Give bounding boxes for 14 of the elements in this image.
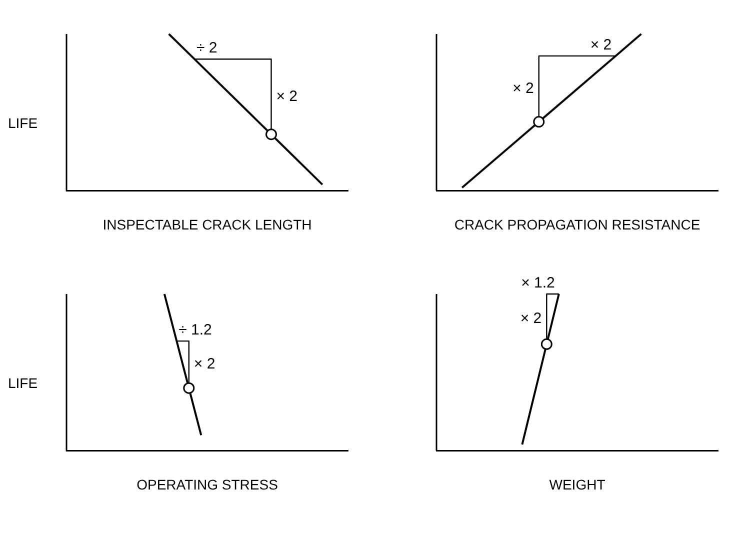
annotation: × 2 (194, 356, 216, 373)
annotation: × 2 (276, 88, 298, 105)
annotation: × 2 (520, 310, 542, 328)
y-axis-title: LIFE (8, 115, 38, 131)
x-axis-title: WEIGHT (549, 476, 606, 492)
x-axis-title: CRACK PROPAGATION RESISTANCE (454, 216, 700, 232)
annotation: × 2 (590, 36, 612, 54)
x-axis-title: OPERATING STRESS (136, 476, 278, 492)
text: × 1.2 (521, 274, 555, 292)
annotation: ÷ 1.2 (178, 322, 212, 339)
y-axis-title: LIFE (8, 375, 38, 391)
annotation: × 2 (512, 80, 534, 98)
annotation: ÷ 2 (196, 40, 218, 57)
x-axis-title: INSPECTABLE CRACK LENGTH (102, 216, 312, 232)
